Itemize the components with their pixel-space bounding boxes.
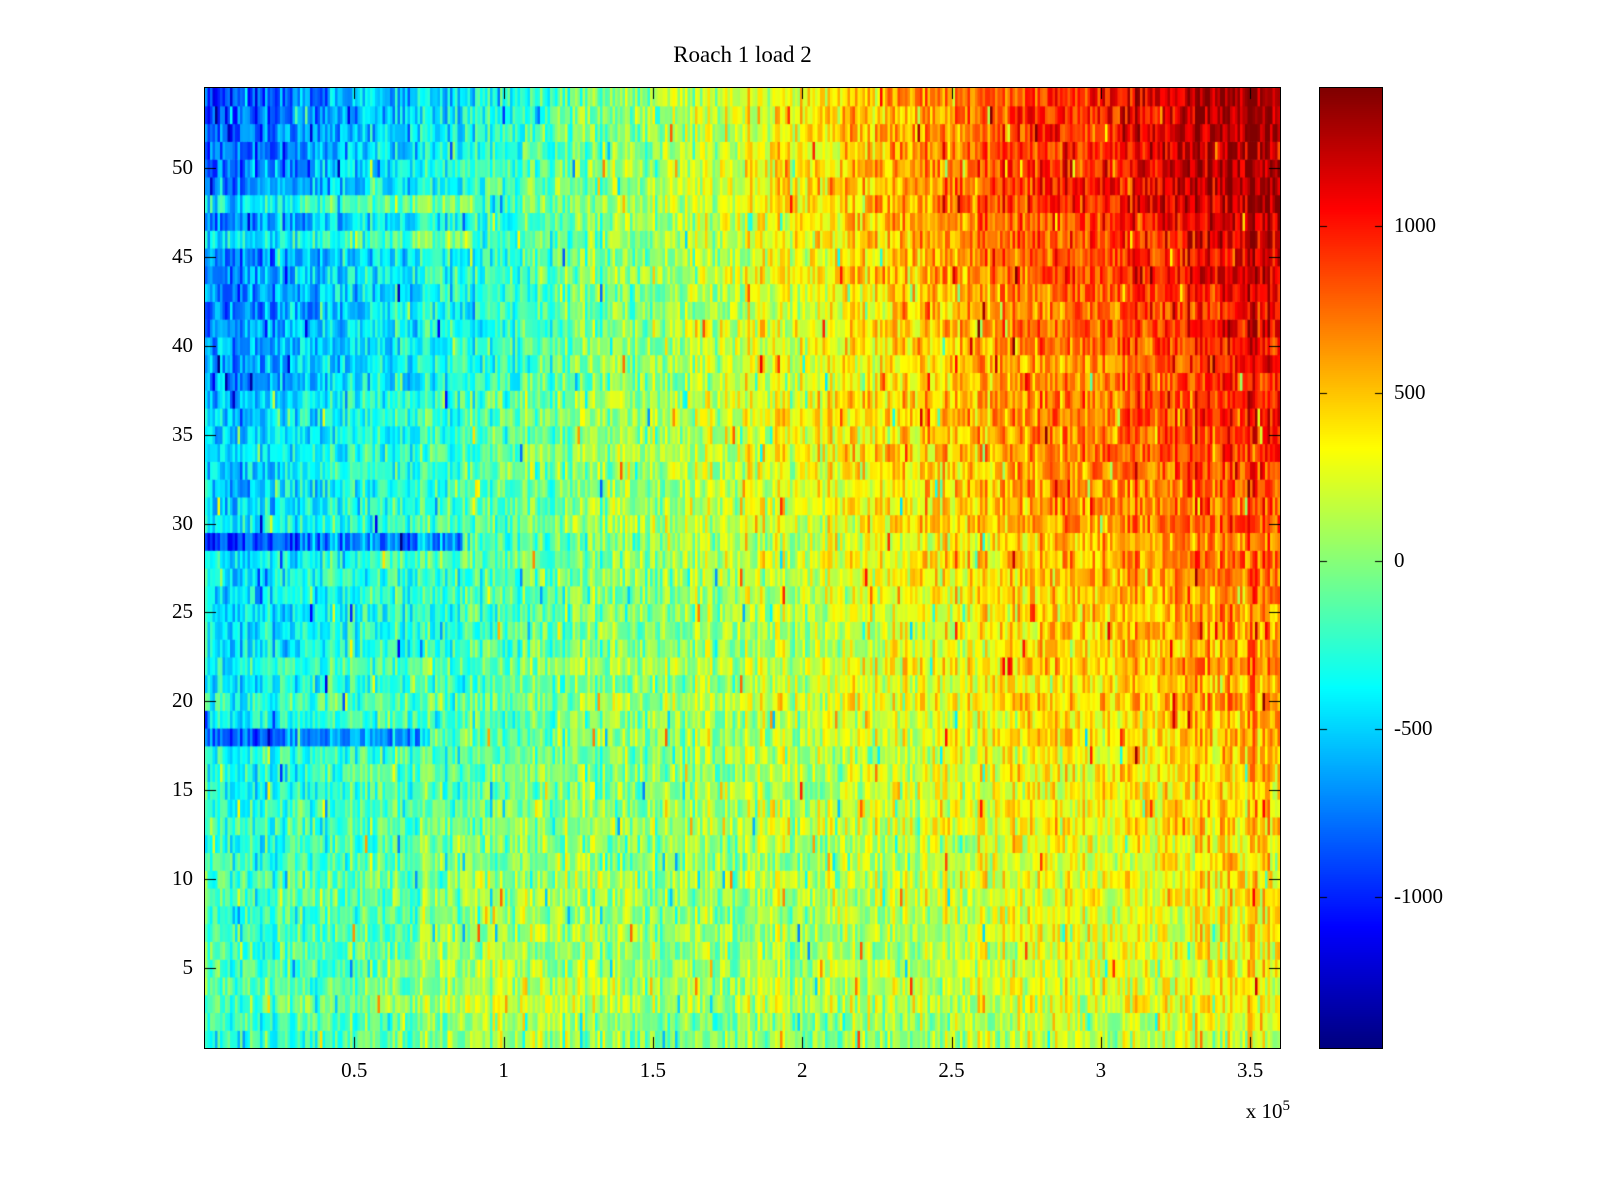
colorbar-tick-label: 0 — [1394, 548, 1405, 573]
y-tick-label: 30 — [172, 510, 193, 535]
y-tick-label: 5 — [182, 955, 194, 979]
colorbar — [1319, 87, 1383, 1049]
y-tick-label: 20 — [172, 688, 193, 713]
x-tick-label: 3 — [1095, 1058, 1107, 1082]
x-tick-label: 2 — [796, 1058, 808, 1082]
y-tick-label: 25 — [172, 599, 193, 624]
colorbar-tick-label: 500 — [1394, 380, 1426, 405]
x-tick-label: 1.5 — [639, 1058, 667, 1082]
colorbar-tick-label: -1000 — [1394, 883, 1443, 908]
x-axis-multiplier-base: x 10 — [1245, 1099, 1283, 1123]
x-tick-label: 0.5 — [341, 1058, 368, 1082]
colorbar-tick-label: -500 — [1394, 716, 1433, 741]
y-tick-label: 40 — [172, 332, 193, 357]
y-tick-label: 35 — [172, 421, 193, 446]
y-tick-label: 15 — [172, 777, 193, 802]
y-tick-label: 45 — [172, 243, 193, 268]
chart-title: Roach 1 load 2 — [673, 42, 812, 67]
x-axis-multiplier: x 105 — [1180, 1098, 1290, 1124]
x-axis-multiplier-exponent: 5 — [1282, 1098, 1291, 1114]
y-tick-label: 10 — [172, 866, 193, 891]
x-tick-label: 2.5 — [938, 1058, 965, 1082]
colorbar-tick-label: 1000 — [1394, 212, 1436, 237]
x-tick-label: 3.5 — [1237, 1058, 1264, 1082]
x-tick-label: 1 — [498, 1058, 509, 1082]
y-tick-label: 50 — [172, 155, 193, 179]
heatmap-canvas — [204, 87, 1281, 1049]
